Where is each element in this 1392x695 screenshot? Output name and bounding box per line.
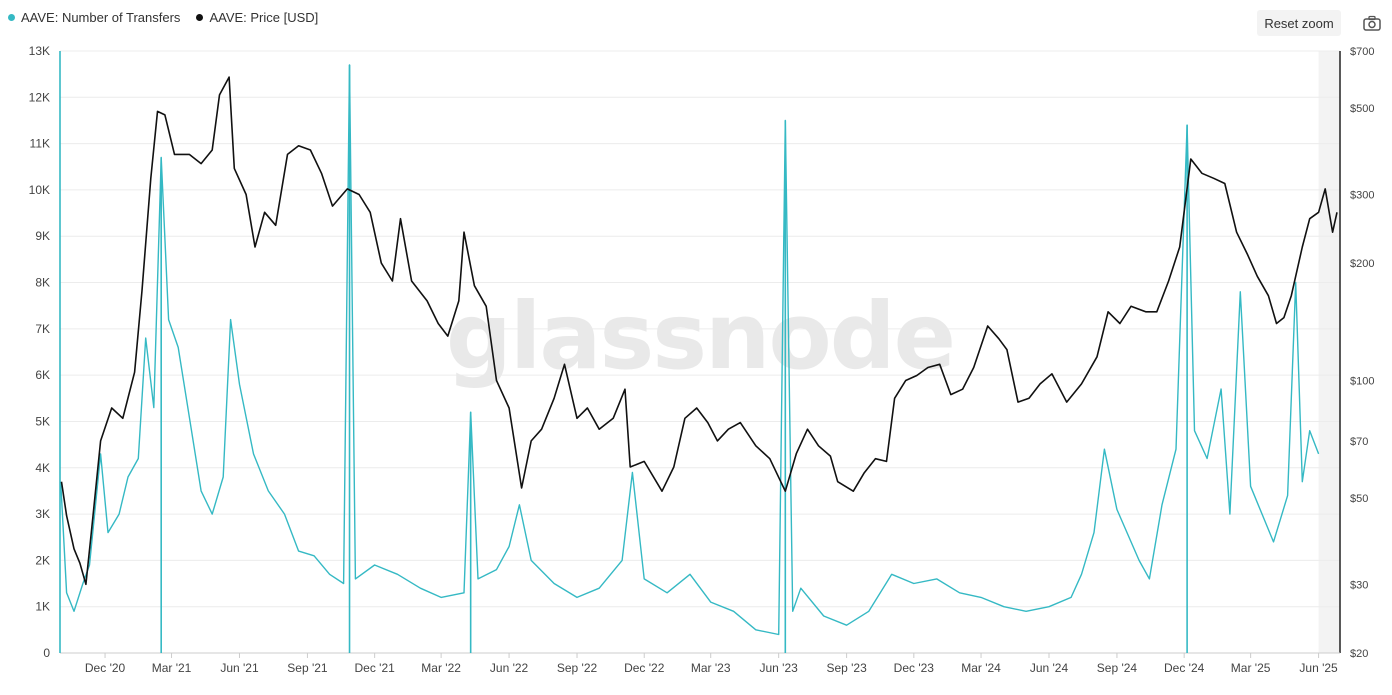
y-left-tick-label: 11K [30,137,50,151]
y-left-tick-label: 9K [35,229,50,243]
y-right-tick-label: $200 [1350,258,1374,270]
x-tick-label: Sep '23 [826,661,867,675]
y-right-tick-label: $50 [1350,493,1368,505]
x-tick-label: Dec '24 [1164,661,1205,675]
reset-zoom-button[interactable]: Reset zoom [1257,10,1341,36]
camera-icon[interactable] [1361,12,1383,34]
y-right-tick-label: $100 [1350,375,1374,387]
x-tick-label: Sep '24 [1097,661,1138,675]
y-right-tick-label: $20 [1350,648,1368,660]
forecast-band [1318,51,1340,653]
transfers-line[interactable] [60,64,1320,636]
y-left-tick-label: 0 [43,646,50,660]
transfers-legend-marker [8,13,15,21]
y-right-tick-label: $70 [1350,436,1368,448]
y-right-tick-label: $300 [1350,189,1374,201]
x-tick-label: Dec '22 [624,661,665,675]
y-left-tick-label: 1K [35,600,50,614]
x-tick-label: Dec '20 [85,661,126,675]
x-tick-label: Jun '25 [1299,661,1338,675]
y-left-tick-label: 7K [35,322,50,336]
x-tick-label: Jun '24 [1030,661,1069,675]
price-line[interactable] [60,76,1338,586]
y-left-tick-label: 6K [35,368,50,382]
x-tick-label: Mar '21 [152,661,192,675]
x-tick-label: Mar '24 [961,661,1001,675]
x-tick-label: Sep '21 [287,661,328,675]
x-tick-label: Dec '23 [894,661,935,675]
y-left-tick-label: 12K [29,90,50,104]
y-right-tick-label: $500 [1350,103,1374,115]
x-tick-label: Dec '21 [354,661,395,675]
legend-label-transfers: AAVE: Number of Transfers [21,9,181,25]
x-tick-label: Mar '23 [691,661,731,675]
price-legend-marker [196,13,204,21]
y-right-tick-label: $700 [1350,46,1374,58]
chart-legend: AAVE: Number of Transfers AAVE: Price [U… [8,8,318,26]
x-tick-label: Jun '22 [490,661,529,675]
legend-item-price[interactable]: AAVE: Price [USD] [196,10,318,25]
x-tick-label: Mar '22 [421,661,461,675]
y-left-tick-label: 10K [29,183,50,197]
watermark-logo: glassnode [446,283,954,390]
y-left-tick-label: 5K [35,414,50,428]
x-tick-label: Jun '23 [759,661,798,675]
y-right-tick-label: $30 [1350,579,1368,591]
y-left-tick-label: 8K [35,276,50,290]
y-left-tick-label: 13K [29,44,50,58]
x-tick-label: Sep '22 [557,661,598,675]
x-tick-label: Mar '25 [1231,661,1271,675]
y-left-tick-label: 3K [35,507,50,521]
y-left-tick-label: 4K [35,461,50,475]
x-tick-label: Jun '21 [220,661,259,675]
legend-label-price: AAVE: Price [USD] [209,9,319,25]
y-left-tick-label: 2K [35,553,50,567]
legend-item-transfers[interactable]: AAVE: Number of Transfers [8,10,180,25]
